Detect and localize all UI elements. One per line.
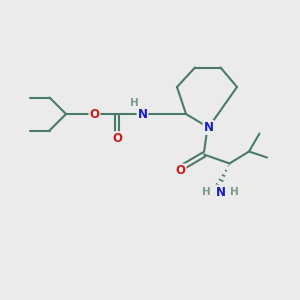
Text: N: N bbox=[203, 121, 214, 134]
Text: N: N bbox=[215, 185, 226, 199]
Text: O: O bbox=[112, 132, 122, 145]
Text: H: H bbox=[230, 187, 238, 197]
Text: N: N bbox=[137, 107, 148, 121]
Text: H: H bbox=[202, 187, 211, 197]
Text: H: H bbox=[130, 98, 139, 108]
Text: O: O bbox=[89, 107, 100, 121]
Text: O: O bbox=[176, 164, 186, 178]
